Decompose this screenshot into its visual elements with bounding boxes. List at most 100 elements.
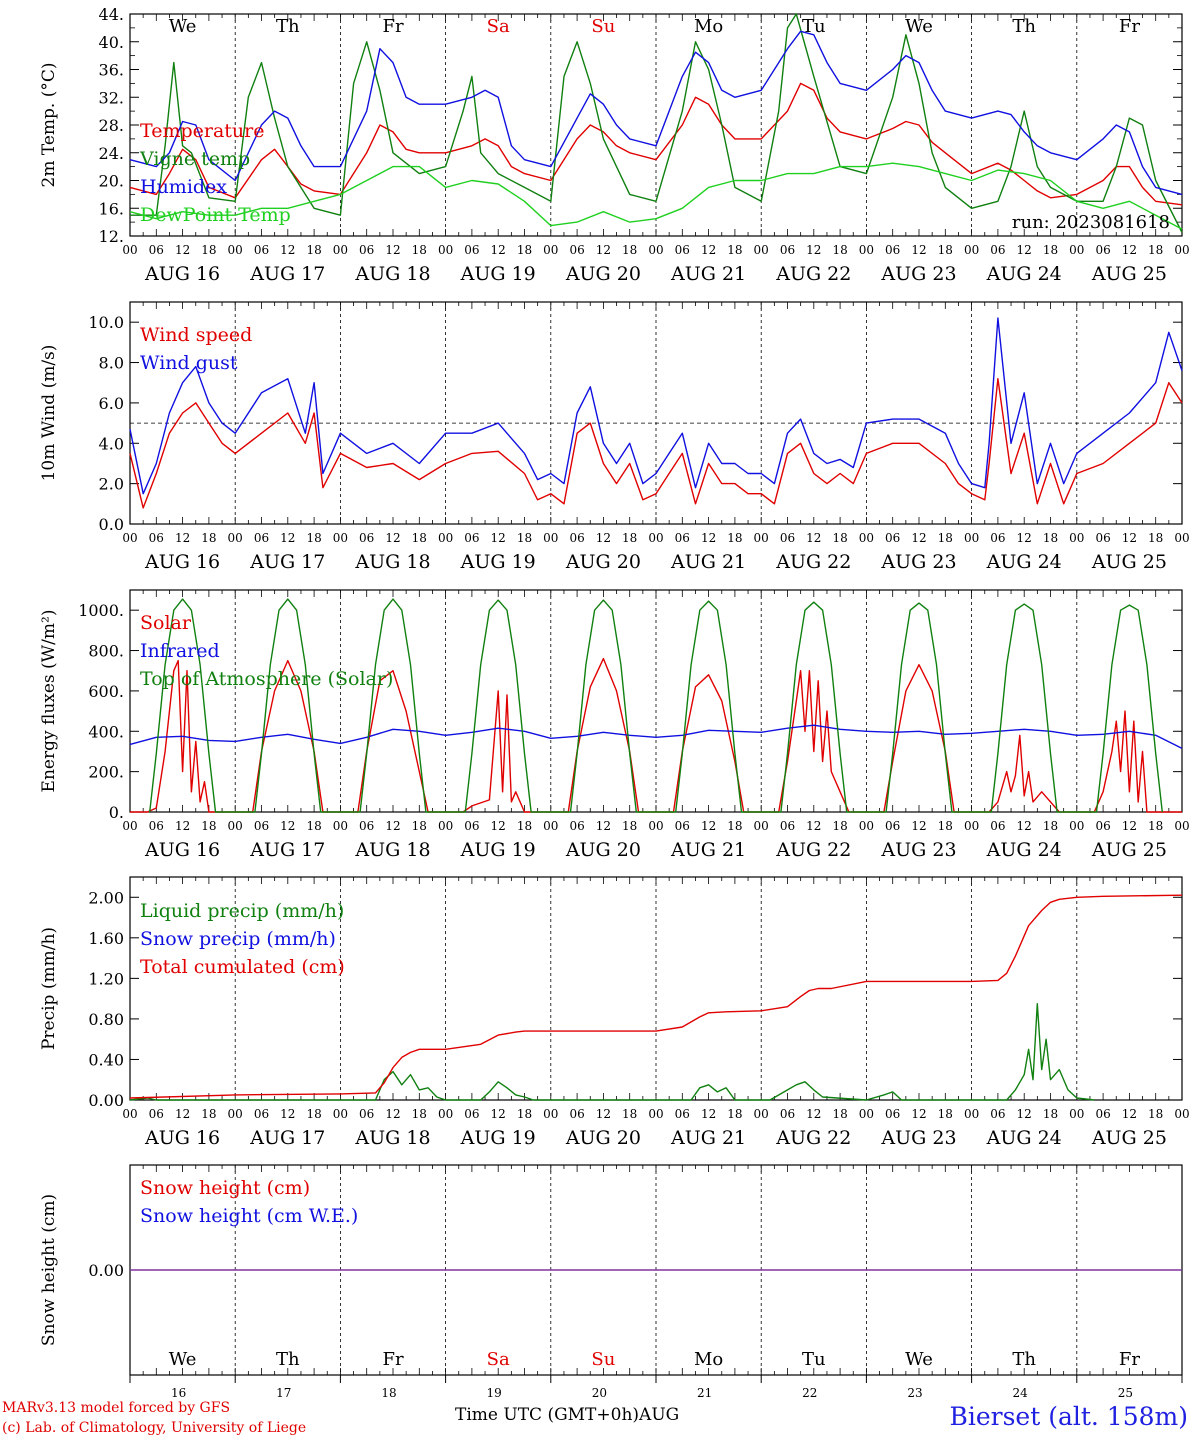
date-label: AUG 23 [880,1127,956,1149]
hour-tick-label: 00 [228,243,243,257]
hour-tick-label: 06 [780,531,795,545]
hour-tick-label: 06 [675,531,690,545]
hour-tick-label: 06 [780,819,795,833]
hour-tick-label: 00 [438,1107,453,1121]
hour-tick-label: 06 [149,243,164,257]
date-label: AUG 23 [880,551,956,573]
y-tick-label: 0.40 [88,1050,124,1069]
date-label: AUG 22 [775,263,851,285]
day-number-label: 22 [802,1386,817,1400]
hour-tick-label: 18 [727,819,742,833]
hour-tick-label: 12 [701,819,716,833]
date-label: AUG 16 [144,551,220,573]
hour-tick-label: 00 [1069,1107,1084,1121]
hour-tick-label: 18 [622,243,637,257]
hour-tick-label: 00 [1174,531,1189,545]
hour-tick-label: 18 [622,1107,637,1121]
hour-tick-label: 12 [491,1107,506,1121]
hour-tick-label: 12 [596,819,611,833]
legend-entry: Wind gust [140,352,238,374]
series-line [129,724,1183,750]
weekday-label: Tu [802,1349,826,1370]
legend-entry: Snow height (cm W.E.) [140,1205,358,1227]
hour-tick-label: 00 [122,819,137,833]
hour-tick-label: 18 [412,531,427,545]
hour-tick-label: 00 [648,243,663,257]
hour-tick-label: 12 [911,819,926,833]
model-credit: MARv3.13 model forced by GFS [2,1400,231,1416]
day-number-label: 23 [907,1386,922,1400]
hour-tick-label: 00 [1069,243,1084,257]
hour-tick-label: 12 [175,819,190,833]
hour-tick-label: 12 [491,819,506,833]
day-number-label: 18 [381,1386,396,1400]
hour-tick-label: 06 [569,1107,584,1121]
date-label: AUG 23 [880,263,956,285]
hour-tick-label: 06 [254,243,269,257]
date-label: AUG 17 [249,551,325,573]
hour-tick-label: 12 [1122,1107,1137,1121]
hour-tick-label: 06 [780,1107,795,1121]
date-label: AUG 20 [565,263,641,285]
day-number-label: 19 [487,1386,502,1400]
hour-tick-label: 18 [832,243,847,257]
y-tick-label: 12. [99,227,124,246]
hour-tick-label: 12 [911,1107,926,1121]
hour-tick-label: 00 [333,531,348,545]
panel-2: 0.0 2.0 4.0 6.0 8.0 10.0 10m Wind (m/s) Wind sp… [39,301,1190,573]
weekday-label: Fr [382,1349,403,1370]
weekday-label: Su [591,1349,615,1370]
hour-tick-label: 06 [464,819,479,833]
hour-tick-label: 00 [859,819,874,833]
y-tick-label: 6.0 [99,394,124,413]
hour-tick-label: 12 [701,243,716,257]
hour-tick-label: 06 [254,1107,269,1121]
hour-tick-label: 00 [122,243,137,257]
y-tick-label: 8.0 [99,354,124,373]
hour-tick-label: 12 [596,1107,611,1121]
hour-tick-label: 06 [885,243,900,257]
hour-tick-label: 06 [885,531,900,545]
date-label: AUG 21 [670,1127,746,1149]
series-line [129,162,1183,230]
x-axis-label: Time UTC (GMT+0h) [455,1405,640,1425]
hour-tick-label: 12 [385,243,400,257]
hour-tick-label: 18 [938,1107,953,1121]
hour-tick-label: 00 [648,531,663,545]
panel-3: 0. 200. 400. 600. 800. 1000. Energy fluxes (W/… [39,589,1190,861]
run-annotation: run: 2023081618 [1012,212,1170,233]
weekday-label: Th [1012,1349,1036,1370]
y-tick-label: 0.00 [88,1261,124,1280]
date-label: AUG 18 [354,551,430,573]
hour-tick-label: 18 [1148,819,1163,833]
hour-tick-label: 06 [359,531,374,545]
hour-tick-label: 06 [1095,1107,1110,1121]
weekday-label: Fr [382,16,403,37]
date-label: AUG 19 [460,1127,536,1149]
weekday-label: Mo [694,16,723,37]
hour-tick-label: 00 [438,531,453,545]
date-label: AUG 18 [354,839,430,861]
legend-entry: Vigne temp [139,148,250,170]
weekday-label: Fr [1119,16,1140,37]
hour-tick-label: 06 [464,243,479,257]
hour-tick-label: 12 [1017,1107,1032,1121]
hour-tick-label: 06 [1095,243,1110,257]
y-tick-label: 28. [99,116,124,135]
panel-4: 0.00 0.40 0.80 1.20 1.60 2.00 Precip (mm/h) Liq… [39,876,1190,1149]
date-label: AUG 22 [775,839,851,861]
date-label: AUG 24 [986,263,1062,285]
hour-tick-label: 18 [1148,531,1163,545]
hour-tick-label: 18 [201,1107,216,1121]
hour-tick-label: 18 [306,819,321,833]
date-label: AUG 24 [986,1127,1062,1149]
date-label: AUG 16 [144,1127,220,1149]
hour-tick-label: 12 [1122,531,1137,545]
legend-entry: Liquid precip (mm/h) [140,900,344,922]
date-label: AUG 22 [775,551,851,573]
hour-tick-label: 18 [727,243,742,257]
day-number-label: 25 [1118,1386,1133,1400]
x-axis-title: Time UTC (GMT+0h)AUG [455,1405,679,1425]
hour-tick-label: 06 [569,243,584,257]
y-tick-label: 40. [99,33,124,52]
